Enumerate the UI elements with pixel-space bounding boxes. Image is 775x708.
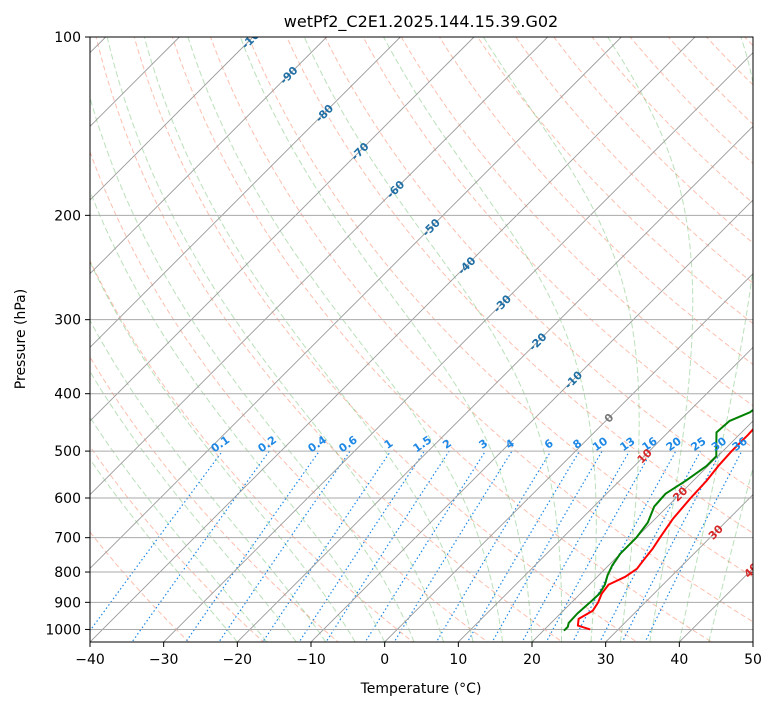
isotherm — [90, 37, 327, 275]
y-tick-label: 700 — [54, 531, 81, 547]
moist-adiabat — [90, 260, 356, 642]
dewpoint-profile — [563, 408, 753, 632]
moist-adiabat — [383, 37, 597, 642]
y-axis-title: Pressure (hPa) — [13, 289, 29, 389]
isobars — [90, 37, 753, 630]
isotherm — [384, 273, 753, 642]
moist-adiabat — [90, 189, 386, 642]
x-tick-label: 50 — [744, 652, 762, 668]
plot-area: 0.1 0.2 0.4 0.6 1 1.5 2 3 4 6 8 10 13 16 20 25 30 36 -100… — [90, 37, 761, 642]
x-tick-label: 20 — [523, 652, 541, 668]
y-tick-label: 600 — [54, 491, 81, 507]
isotherm — [310, 199, 753, 642]
isotherm — [90, 37, 401, 348]
temperature-profile — [576, 427, 753, 631]
isotherm — [90, 37, 548, 496]
x-tick-label: −30 — [149, 652, 179, 668]
isotherm-label: 40 — [741, 560, 761, 580]
moist-adiabat — [239, 37, 533, 642]
moist-adiabat — [303, 37, 563, 642]
dry-adiabat — [515, 37, 753, 284]
moist-adiabat — [106, 37, 445, 642]
isotherm — [90, 37, 254, 201]
x-tick-label: 10 — [449, 652, 467, 668]
x-axis: −40 −30 −20 −10 0 10 20 30 40 50 — [75, 642, 762, 668]
moist-adiabat — [90, 458, 238, 642]
sounding-profiles — [563, 408, 753, 632]
isotherm — [237, 125, 753, 642]
dry-adiabat — [95, 37, 564, 642]
dry-adiabat — [90, 259, 414, 642]
moist-adiabat — [143, 37, 474, 642]
dry-adiabat — [248, 37, 753, 578]
dry-adiabat — [171, 37, 713, 642]
moist-adiabat — [482, 37, 640, 642]
y-tick-label: 300 — [54, 313, 81, 329]
x-tick-label: −40 — [75, 652, 105, 668]
isotherm — [90, 37, 622, 569]
plot-frame — [89, 36, 754, 643]
x-tick-label: −10 — [296, 652, 326, 668]
moist-adiabat — [187, 37, 503, 642]
x-tick-label: 0 — [380, 652, 389, 668]
isotherm — [90, 37, 696, 642]
moist-adiabat — [678, 37, 753, 642]
y-tick-label: 200 — [54, 208, 81, 224]
y-tick-label: 900 — [54, 595, 81, 611]
chart-title: wetPf2_C2E1.2025.144.15.39.G02 — [284, 12, 558, 32]
y-tick-label: 500 — [54, 444, 81, 460]
isotherm — [605, 494, 753, 642]
moist-adiabat — [90, 416, 268, 642]
dry-adiabat — [90, 531, 190, 642]
dry-adiabat — [477, 37, 753, 325]
isotherm — [90, 37, 475, 422]
y-tick-label: 400 — [54, 387, 81, 403]
isotherm — [458, 346, 753, 642]
x-tick-label: 40 — [670, 652, 688, 668]
y-axis: 100 200 300 400 500 600 700 800 900 1000 — [45, 30, 90, 638]
dry-adiabat — [400, 37, 753, 407]
dry-adiabat — [209, 37, 753, 623]
y-tick-label: 1000 — [45, 622, 81, 638]
isotherm — [163, 52, 753, 642]
x-tick-label: −20 — [223, 652, 253, 668]
moist-adiabats — [90, 37, 753, 642]
x-tick-label: 30 — [597, 652, 615, 668]
x-axis-title: Temperature (°C) — [360, 681, 482, 697]
dry-adiabat — [90, 445, 265, 642]
dry-adiabat — [362, 37, 753, 449]
y-tick-label: 800 — [54, 565, 81, 581]
y-tick-label: 100 — [54, 30, 81, 46]
moist-adiabat — [90, 370, 297, 642]
